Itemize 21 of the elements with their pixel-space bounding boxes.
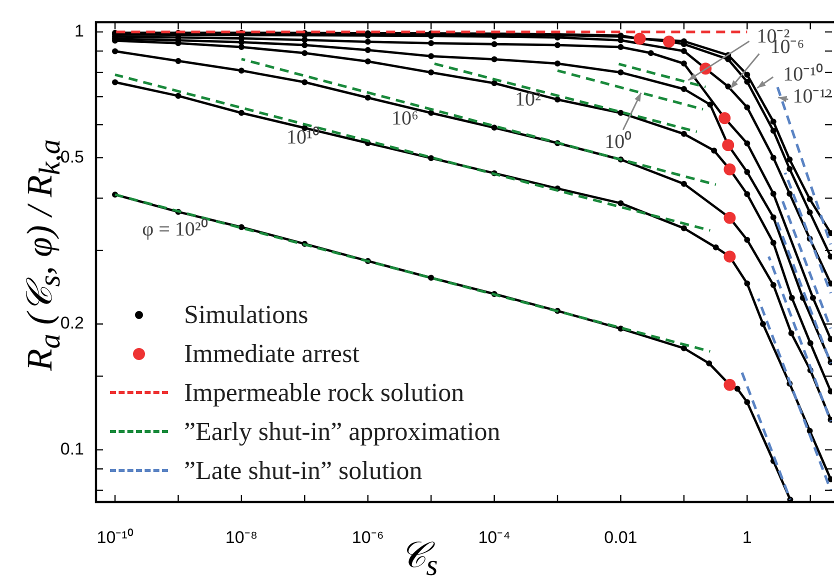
annotation: 10²: [515, 88, 541, 110]
y-tick-label: 0.1: [60, 439, 84, 458]
annotation: 10⁻¹²: [792, 86, 832, 108]
annotation: 10¹⁰: [286, 125, 320, 148]
annotation: 10⁶: [392, 107, 419, 130]
annotation: 10⁰: [604, 130, 632, 154]
x-tick-label: 10⁻⁸: [225, 528, 258, 547]
x-axis-title: 𝒞$_{s}$: [400, 535, 438, 582]
x-tick-label: 10⁻¹⁰: [96, 528, 134, 547]
x-tick-label: 0.01: [604, 528, 638, 547]
legend-label: Simulations: [184, 300, 308, 330]
legend-label: ”Early shut-in” approximation: [184, 416, 500, 446]
annotation: 10⁻¹⁰: [783, 62, 824, 86]
annotation: φ = 10²⁰: [142, 217, 208, 240]
x-tick-label: 1: [742, 528, 752, 547]
y-tick-label: 1: [74, 22, 84, 41]
legend-label: Impermeable rock solution: [184, 378, 464, 408]
legend-label: Immediate arrest: [184, 338, 360, 368]
x-tick-label: 10⁻⁶: [352, 528, 384, 547]
x-tick-label: 10⁻⁴: [478, 528, 510, 547]
legend-label: ”Late shut-in” solution: [184, 456, 422, 486]
